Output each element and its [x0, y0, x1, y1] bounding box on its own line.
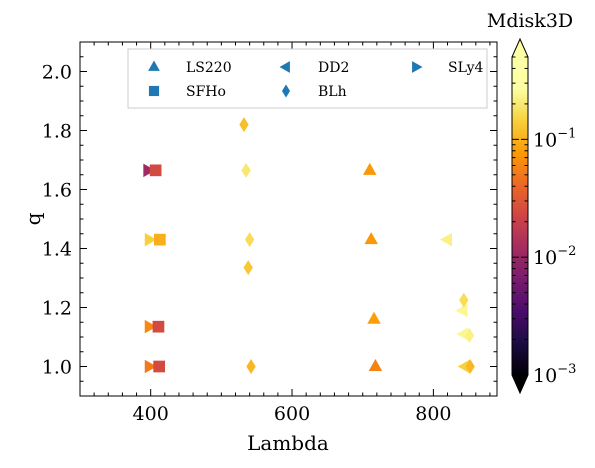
- y-axis-title: q: [21, 212, 45, 225]
- point-sly4: [144, 232, 157, 247]
- colorbar-tick-exponent: −3: [557, 362, 576, 377]
- legend: LS220 DD2 SLy4 SFHo BLh: [127, 48, 488, 109]
- x-tick-label: 400: [133, 403, 169, 425]
- legend-marker-sly4: [412, 61, 423, 73]
- point-ls220: [364, 232, 378, 245]
- point-blh: [464, 328, 475, 344]
- legend-marker-dd2: [279, 61, 290, 73]
- point-sly4: [143, 163, 156, 178]
- legend-label-sly4: SLy4: [448, 60, 484, 76]
- legend-label-dd2: DD2: [318, 60, 349, 76]
- legend-marker-sfho: [148, 85, 160, 97]
- point-sfho: [149, 164, 162, 177]
- colorbar-extend-top: [512, 39, 528, 57]
- point-sly4: [144, 359, 157, 374]
- axis-ticks: [79, 41, 497, 397]
- point-dd2: [456, 327, 469, 341]
- y-tick-label: 1.4: [42, 239, 72, 261]
- y-tick-label: 1.2: [42, 298, 72, 320]
- colorbar-extend-bottom: [512, 375, 528, 393]
- y-tick-label: 1.0: [42, 357, 72, 379]
- colorbar-gradient: [512, 57, 528, 375]
- y-tick-label: 2.0: [42, 62, 72, 84]
- point-blh: [246, 359, 256, 374]
- colorbar-ticks: 10−3 10−2 10−1: [512, 56, 576, 387]
- legend-label-blh: BLh: [318, 84, 347, 100]
- point-dd2: [455, 303, 468, 318]
- colorbar-tick-label: 10−3: [533, 362, 576, 387]
- colorbar-tick-label: 10−2: [533, 244, 576, 269]
- point-sly4: [144, 319, 157, 334]
- colorbar: Mdisk3D 10−3 10−2 10−1: [487, 10, 576, 395]
- point-sfho: [153, 360, 166, 373]
- legend-label-sfho: SFHo: [186, 84, 226, 100]
- point-blh: [241, 162, 251, 178]
- point-ls220: [363, 162, 377, 175]
- point-blh: [244, 232, 255, 248]
- point-blh: [465, 359, 475, 374]
- x-axis-title: Lambda: [247, 431, 329, 455]
- point-ls220: [368, 359, 383, 371]
- colorbar-tick-exponent: −2: [557, 244, 576, 259]
- legend-marker-ls220: [148, 60, 160, 71]
- x-tick-label: 800: [415, 403, 451, 425]
- point-blh: [243, 260, 253, 276]
- point-blh: [239, 117, 249, 133]
- colorbar-tick-exponent: −1: [557, 126, 576, 141]
- point-blh: [459, 292, 469, 308]
- point-sfho: [152, 320, 165, 333]
- point-dd2: [440, 232, 453, 247]
- point-ls220: [367, 311, 381, 324]
- legend-box: [127, 48, 488, 109]
- point-sfho: [154, 233, 166, 246]
- axis-tick-labels: 400 600 800 1.0 1.2 1.4 1.6 1.8 2.0: [42, 62, 452, 426]
- y-tick-label: 1.8: [42, 121, 72, 143]
- point-dd2: [457, 359, 470, 374]
- legend-label-ls220: LS220: [186, 60, 232, 76]
- legend-marker-blh: [281, 84, 291, 98]
- colorbar-title: Mdisk3D: [487, 10, 573, 32]
- x-tick-label: 600: [274, 403, 310, 425]
- y-tick-label: 1.6: [42, 180, 72, 202]
- data-points: [143, 117, 475, 374]
- colorbar-tick-label: 10−1: [533, 126, 576, 151]
